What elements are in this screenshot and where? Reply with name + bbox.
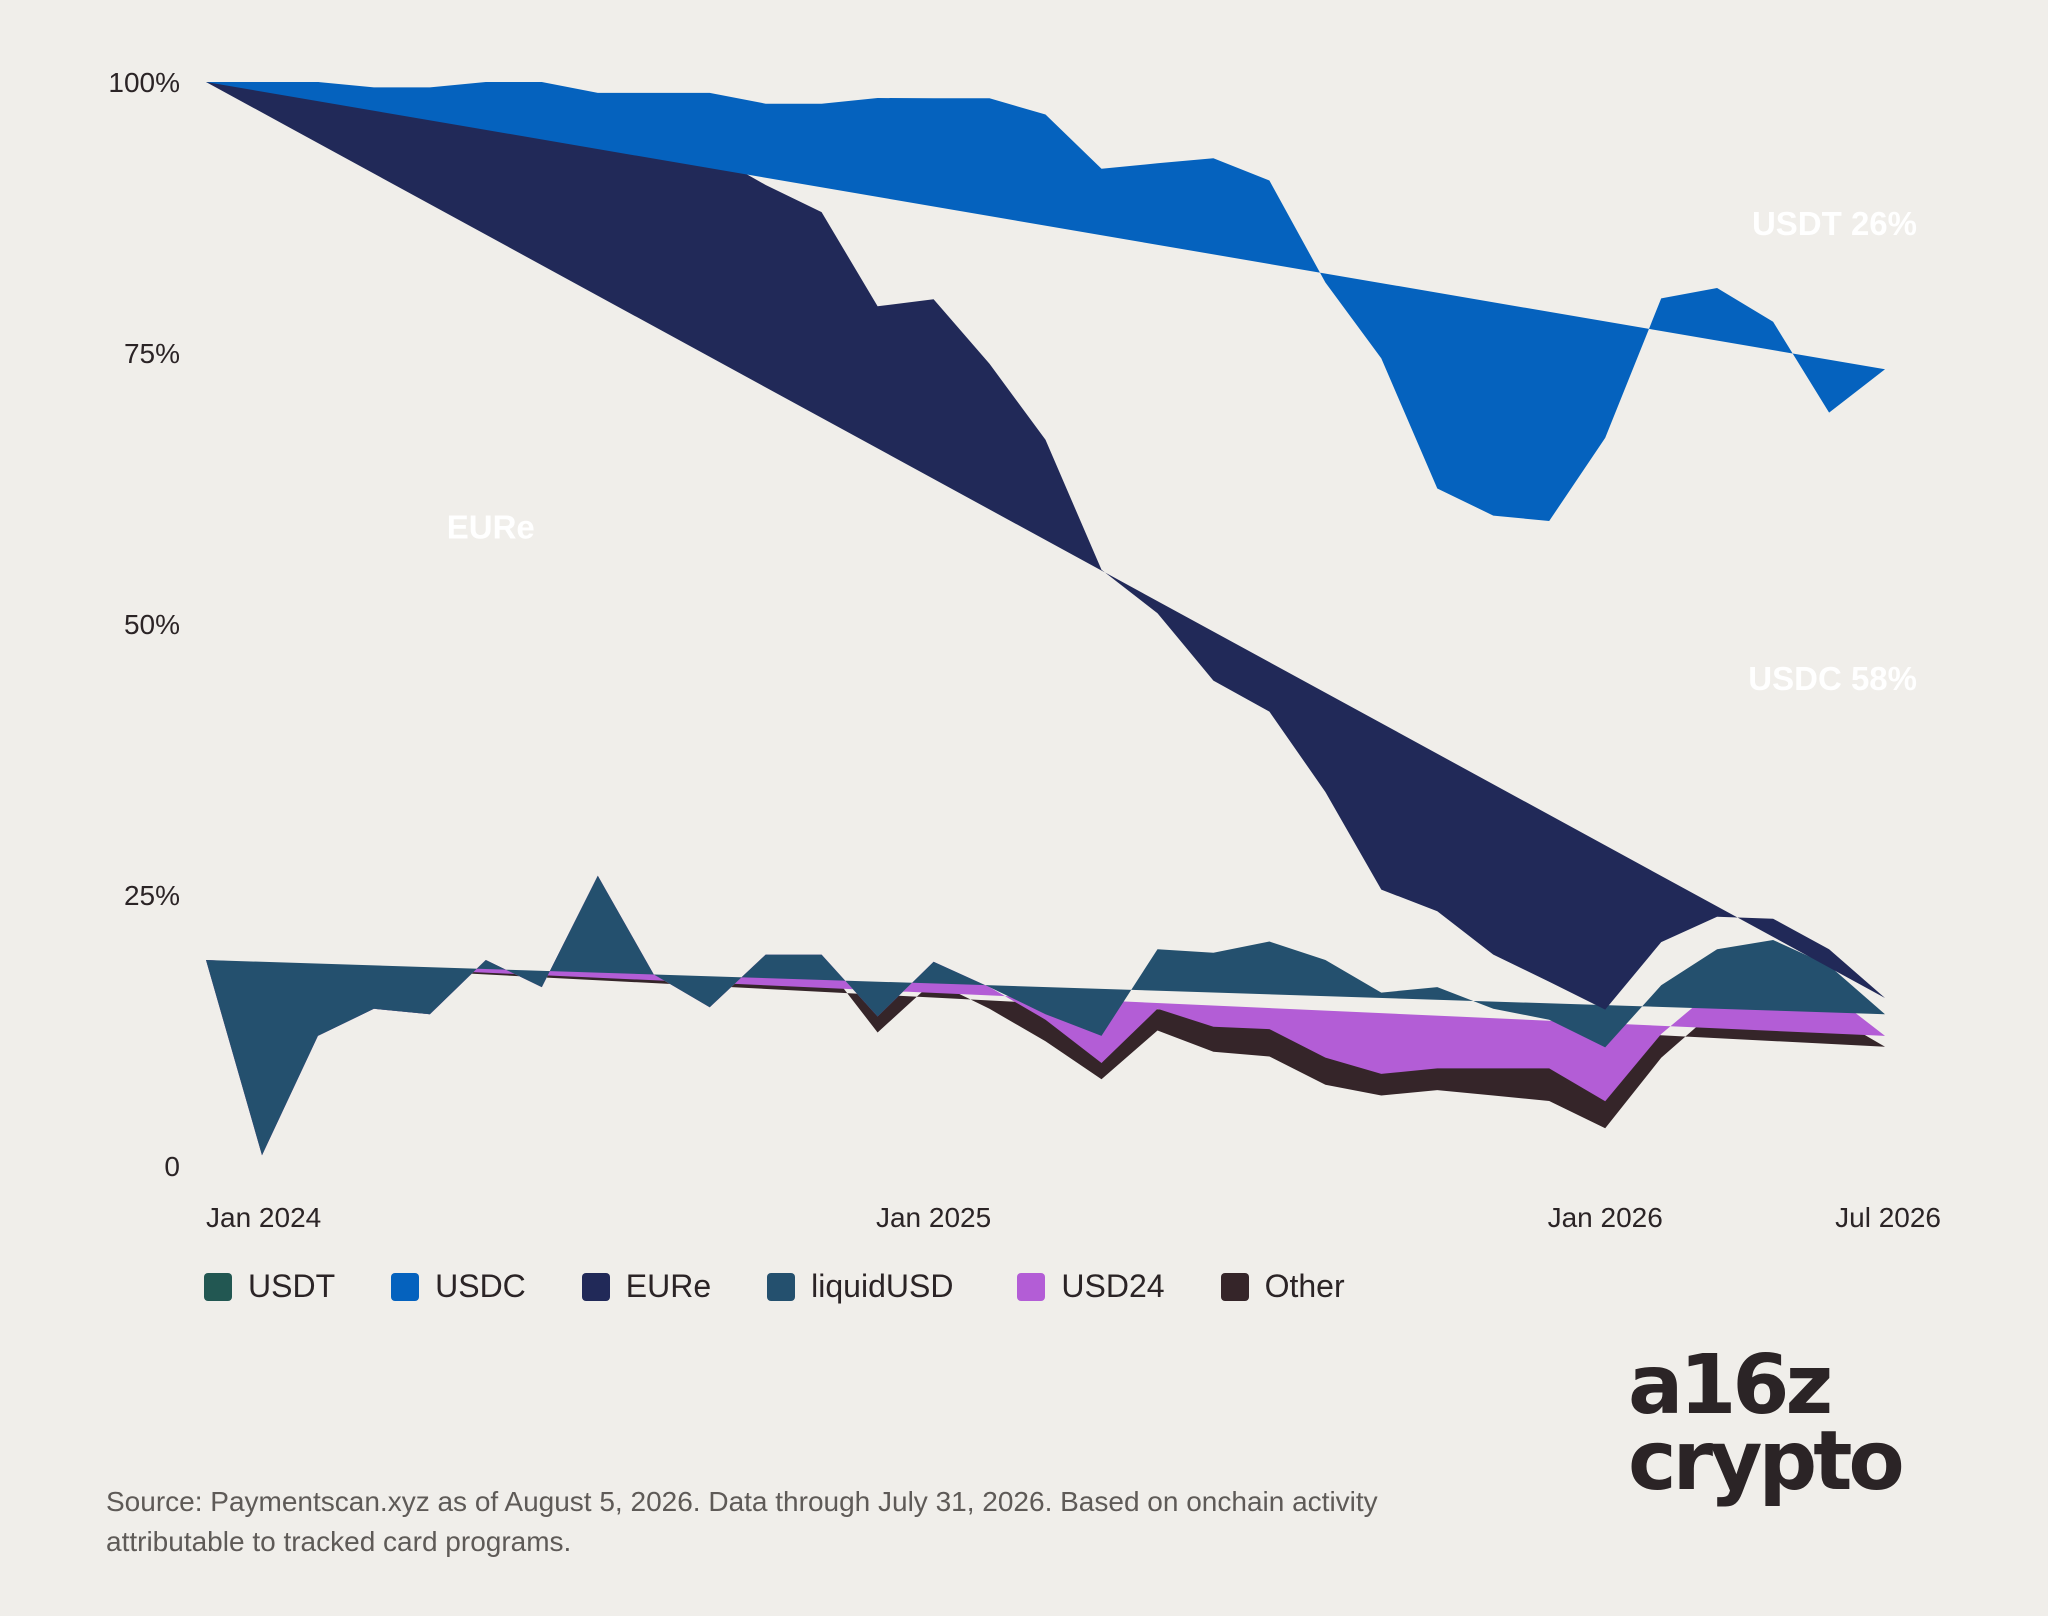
legend-swatch-eure	[581, 1272, 610, 1301]
logo-line-2: crypto	[1628, 1414, 1905, 1509]
legend-item-usdc[interactable]: USDC	[391, 1268, 526, 1305]
legend-item-usd24[interactable]: USD24	[1017, 1268, 1165, 1305]
legend-item-other[interactable]: Other	[1220, 1268, 1345, 1305]
annotation-eure: EURe	[447, 508, 535, 545]
legend-item-liquidusd[interactable]: liquidUSD	[767, 1268, 953, 1305]
logo-line-1: a16z	[1628, 1338, 1833, 1433]
area-eure[interactable]	[206, 82, 1885, 1010]
x-tick-label: Jan 2025	[876, 1202, 991, 1233]
area-liquidusd[interactable]	[206, 875, 1885, 1156]
legend-label-eure: EURe	[625, 1268, 712, 1304]
source-note: Source: Paymentscan.xyz as of August 5, …	[106, 1482, 1526, 1562]
legend-item-usdt[interactable]: USDT	[204, 1268, 335, 1305]
annotation-usdt: USDT 26%	[1752, 205, 1917, 242]
chart-areas	[206, 82, 1885, 1156]
x-tick-label: Jan 2024	[206, 1202, 321, 1233]
legend-swatch-other	[1220, 1272, 1249, 1301]
source-line-2: attributable to tracked card programs.	[106, 1526, 572, 1557]
legend-label-usdc: USDC	[435, 1268, 526, 1304]
y-axis-ticks: 100% 75% 50% 25% 0	[108, 67, 180, 1182]
y-tick-label: 100%	[108, 67, 180, 98]
chart-annotations: EURe USDT 26% USDC 58%	[447, 205, 1917, 697]
y-tick-label: 25%	[124, 880, 180, 911]
legend-label-usd24: USD24	[1061, 1268, 1165, 1304]
source-line-1: Source: Paymentscan.xyz as of August 5, …	[106, 1486, 1378, 1517]
x-tick-label: Jul 2026	[1835, 1202, 1941, 1233]
annotation-usdc: USDC 58%	[1748, 660, 1917, 697]
legend-swatch-usdt	[204, 1272, 232, 1301]
legend-label-usdt: USDT	[248, 1268, 336, 1304]
legend-swatch-liquidusd	[767, 1272, 796, 1301]
y-tick-label: 50%	[124, 609, 180, 640]
legend-swatch-usd24	[1017, 1272, 1046, 1301]
stacked-area-chart: 100%75%50%25%0 Jan 2024 Jan 2025 Jan 2026 J…	[108, 67, 1941, 1233]
legend: USDT USDC EURe liquidUSD USD24 Other	[204, 1268, 1401, 1305]
x-axis-ticks: Jan 2024 Jan 2025 Jan 2026 Jul 2026	[206, 1202, 1941, 1233]
legend-label-other: Other	[1264, 1268, 1345, 1304]
x-tick-label: Jan 2026	[1548, 1202, 1663, 1233]
legend-item-eure[interactable]: EURe	[581, 1268, 712, 1305]
y-tick-label: 75%	[124, 338, 180, 369]
y-tick-label: 0	[164, 1151, 180, 1182]
a16z-crypto-logo: a16z crypto	[1628, 1338, 1948, 1518]
area-usdc[interactable]	[206, 82, 1885, 521]
legend-label-liquidusd: liquidUSD	[811, 1268, 954, 1304]
legend-swatch-usdc	[391, 1272, 420, 1301]
